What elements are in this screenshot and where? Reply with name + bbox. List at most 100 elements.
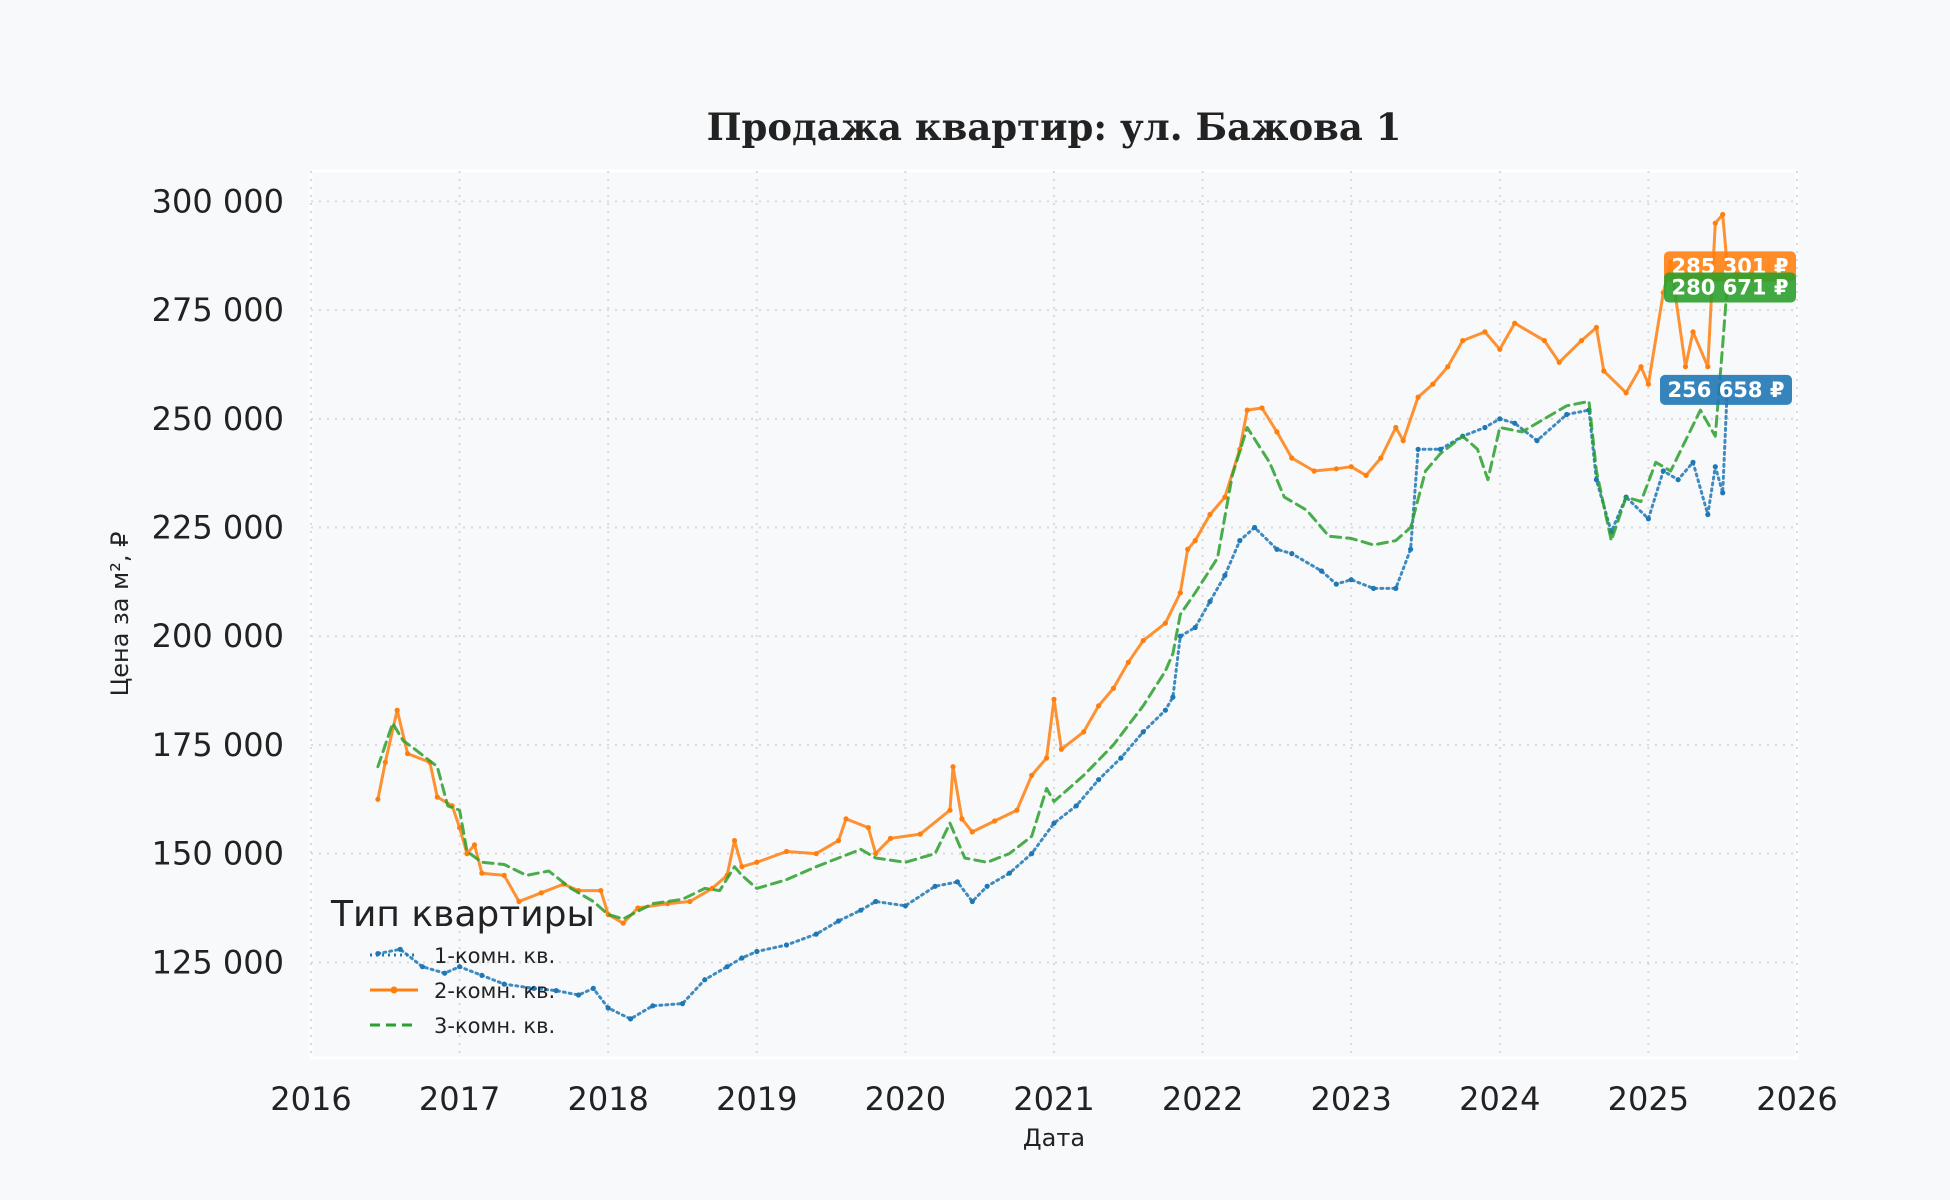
data-point [394, 707, 400, 713]
data-point [1378, 455, 1384, 461]
data-point [1512, 420, 1518, 426]
data-point [873, 898, 879, 905]
data-point [835, 918, 842, 924]
data-point [1289, 455, 1295, 461]
data-point [1720, 211, 1726, 218]
data-point [947, 807, 953, 813]
data-point [1252, 524, 1258, 531]
data-point [873, 851, 879, 857]
data-point [702, 977, 708, 983]
y-tick-label: 225 000 [152, 509, 284, 547]
data-point [1497, 416, 1503, 422]
data-point [457, 825, 463, 831]
data-point [1118, 755, 1124, 761]
data-point [1430, 381, 1436, 387]
data-point [1289, 551, 1295, 557]
data-point [1363, 472, 1369, 478]
legend-label-1: 1-комн. кв. [434, 944, 555, 968]
data-point [1564, 411, 1570, 418]
data-point [1512, 320, 1518, 326]
data-point [1185, 546, 1191, 552]
y-tick-label: 125 000 [152, 943, 284, 981]
data-point [1408, 546, 1414, 552]
data-point [932, 883, 938, 889]
legend: Тип квартиры 1-комн. кв. 2-комн. кв. 3-к… [330, 894, 595, 1038]
data-point [575, 992, 582, 998]
chart-title: Продажа квартир: ул. Бажова 1 [707, 105, 1402, 149]
data-point [501, 981, 507, 987]
data-point [598, 888, 604, 894]
data-point [553, 988, 559, 994]
data-point [813, 851, 819, 857]
data-point [1690, 459, 1696, 465]
data-point [1014, 807, 1020, 813]
end-label-box [1660, 374, 1792, 405]
data-point [1058, 746, 1064, 752]
data-point [1690, 329, 1696, 335]
legend-label-2: 2-комн. кв. [434, 979, 555, 1003]
data-point [1705, 511, 1711, 518]
data-point [902, 903, 909, 909]
data-point [1593, 477, 1599, 483]
data-point [865, 825, 871, 831]
data-point [1051, 696, 1057, 702]
data-point [887, 835, 894, 842]
data-point [1445, 364, 1451, 370]
end-label-1: 256 658 ₽ [1660, 374, 1792, 405]
series-1 [375, 387, 1730, 1022]
data-point [1274, 546, 1280, 552]
data-point [538, 890, 544, 896]
x-tick-label: 2022 [1162, 1080, 1243, 1118]
data-point [1177, 590, 1183, 596]
data-point [1110, 685, 1116, 692]
x-tick-label: 2019 [716, 1080, 797, 1118]
data-point [783, 848, 790, 855]
x-tick-label: 2026 [1756, 1080, 1837, 1118]
data-point [1207, 598, 1213, 605]
data-point [1051, 820, 1057, 826]
data-point [501, 872, 507, 879]
data-point [724, 964, 730, 970]
data-point [835, 838, 842, 844]
data-point [1415, 446, 1421, 452]
data-point [405, 751, 411, 757]
tick-layer: 2016 2017 2018 2019 2020 2021 2022 2023 2024 2025… [152, 182, 1838, 1118]
data-point [1712, 220, 1718, 226]
data-point [650, 1003, 656, 1009]
data-point [1638, 364, 1644, 370]
y-axis-label: Цена за м², ₽ [106, 532, 134, 697]
legend-item-2: 2-комн. кв. [370, 979, 555, 1003]
data-point [1393, 585, 1399, 592]
x-tick-label: 2020 [865, 1080, 946, 1118]
data-point [1534, 438, 1540, 444]
data-point [1400, 438, 1406, 444]
data-point [382, 759, 388, 765]
plot-area [309, 169, 1799, 1060]
x-tick-label: 2018 [567, 1080, 648, 1118]
data-point [1222, 494, 1228, 500]
data-point [783, 942, 790, 948]
data-point [1660, 468, 1666, 474]
data-point [984, 883, 990, 889]
y-tick-label: 150 000 [152, 835, 284, 873]
data-point [1623, 390, 1629, 396]
data-point [1237, 538, 1243, 544]
data-point [1578, 338, 1585, 344]
end-label-3: 280 671 ₽ [1664, 272, 1796, 303]
data-point [679, 1001, 686, 1007]
data-point [1370, 585, 1377, 592]
data-point [739, 955, 745, 961]
data-point [1393, 424, 1399, 431]
data-point [1348, 464, 1354, 470]
data-point [1593, 324, 1599, 331]
data-point [479, 870, 485, 876]
y-tick-label: 250 000 [152, 400, 284, 438]
data-point [1096, 777, 1102, 783]
x-axis-label: Дата [1023, 1124, 1085, 1152]
data-point [1497, 346, 1503, 352]
data-point [1601, 368, 1607, 374]
data-point [457, 964, 463, 970]
data-point [627, 1016, 634, 1022]
data-point [1006, 870, 1013, 876]
